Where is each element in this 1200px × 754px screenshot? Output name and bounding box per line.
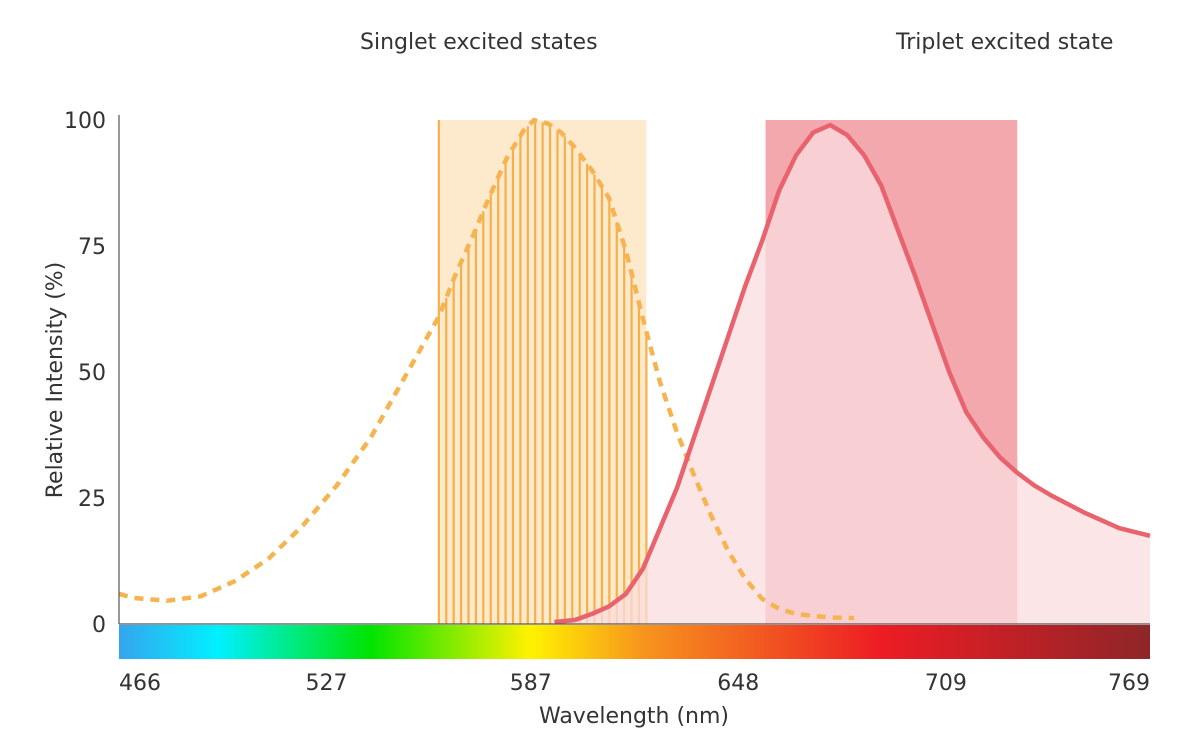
x-axis-title: Wavelength (nm)	[539, 704, 729, 729]
y-tick-label: 75	[78, 235, 106, 260]
y-tick-label: 100	[64, 109, 106, 134]
x-tick-label: 587	[510, 671, 552, 696]
x-tick-label: 527	[306, 671, 348, 696]
singlet-curve	[118, 117, 854, 621]
axes-layer	[118, 115, 1150, 625]
lines-layer	[118, 117, 1151, 625]
y-ticks: 0 25 50 75 100	[64, 109, 106, 638]
y-tick-label: 0	[92, 613, 106, 638]
y-tick-label: 25	[78, 487, 106, 512]
x-tick-label: 466	[119, 671, 161, 696]
singlet-region-label: Singlet excited states	[360, 30, 598, 55]
y-tick-label: 50	[78, 361, 106, 386]
spectrum-colorbar	[119, 625, 1150, 659]
y-axis-title: Relative Intensity (%)	[43, 262, 68, 499]
x-tick-label: 648	[717, 671, 759, 696]
triplet-curve	[554, 122, 1151, 625]
x-ticks: 466 527 587 648 709 769	[119, 671, 1150, 696]
x-tick-label: 709	[925, 671, 967, 696]
triplet-region-label: Triplet excited state	[896, 30, 1114, 55]
x-tick-label: 769	[1108, 671, 1150, 696]
